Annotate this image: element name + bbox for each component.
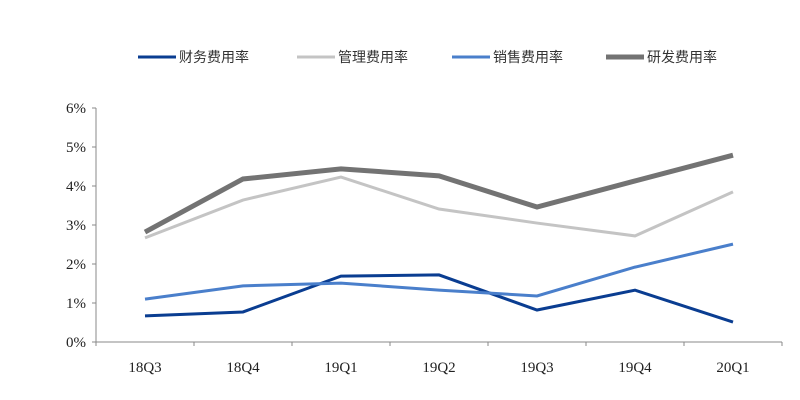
y-tick-label: 4% (66, 179, 86, 195)
x-tick-label: 18Q4 (226, 360, 260, 376)
x-tick-label: 19Q4 (618, 360, 652, 376)
legend-label: 销售费用率 (493, 49, 563, 66)
y-tick-label: 3% (66, 218, 86, 234)
x-tick-label: 19Q3 (520, 360, 553, 376)
x-tick-label: 20Q1 (716, 360, 749, 376)
legend-label: 管理费用率 (338, 49, 408, 66)
series-line-2 (144, 175, 734, 240)
x-tick-label: 18Q3 (128, 360, 161, 376)
series-line-3 (144, 242, 734, 301)
series-line-4 (143, 152, 734, 235)
y-tick-label: 0% (66, 335, 86, 351)
series-line-1 (144, 273, 734, 324)
legend-label: 财务费用率 (179, 49, 249, 66)
y-tick-label: 6% (66, 101, 86, 117)
y-tick-label: 1% (66, 296, 86, 312)
legend-label: 研发费用率 (647, 49, 717, 66)
y-tick-label: 5% (66, 140, 86, 156)
x-tick-label: 19Q1 (324, 360, 357, 376)
x-tick-label: 19Q2 (422, 360, 455, 376)
y-tick-label: 2% (66, 257, 86, 273)
